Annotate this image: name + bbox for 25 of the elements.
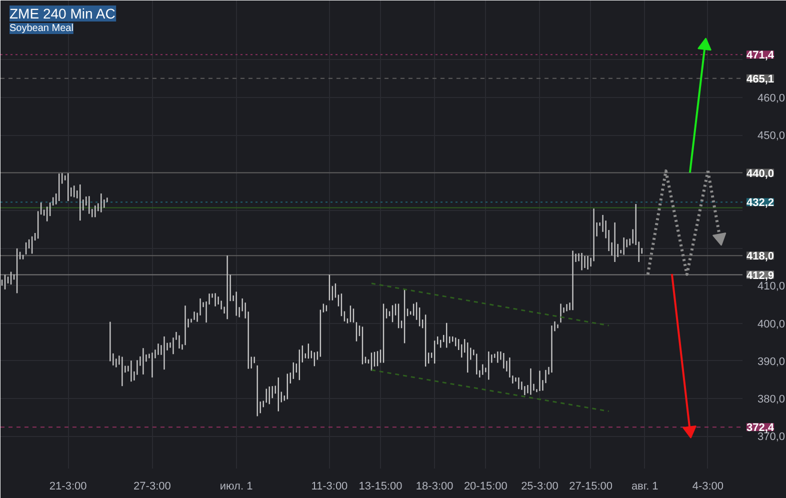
y-tick-label: 400,0 [758, 318, 786, 330]
x-tick-label: 11-3:00 [311, 480, 348, 492]
y-tick-label: 380,0 [758, 394, 786, 406]
x-tick-label: 21-3:00 [49, 480, 87, 492]
text: Soybean Meal [10, 23, 74, 34]
ref-line-label: 440,0 [746, 168, 774, 180]
x-tick-label: 25-3:00 [521, 480, 558, 492]
ref-line-label: 432,2 [746, 197, 774, 210]
y-tick-label: 410,0 [758, 280, 786, 293]
x-tick-label: 4-3:00 [692, 480, 724, 492]
x-tick-label: 27-3:00 [134, 480, 171, 492]
x-tick-label: июл. 1 [220, 480, 253, 492]
ref-line-label: 412,9 [746, 270, 774, 282]
y-tick-label: 460,0 [758, 92, 786, 105]
ref-line-label: 418,0 [746, 250, 774, 263]
x-tick-label: 18-3:00 [416, 480, 454, 492]
x-tick-label: 27-15:00 [569, 480, 613, 492]
x-tick-label: 13-15:00 [358, 480, 402, 492]
x-tick-label: авг. 1 [631, 480, 658, 492]
chart-title: ZME 240 Min AC [10, 6, 116, 22]
x-tick-label: 20-15:00 [464, 480, 508, 492]
ref-line-label: 471,4 [746, 50, 775, 62]
y-tick-label: 450,0 [758, 130, 786, 142]
ref-line-label: 465,1 [746, 73, 774, 86]
y-tick-label: 390,0 [758, 356, 786, 368]
